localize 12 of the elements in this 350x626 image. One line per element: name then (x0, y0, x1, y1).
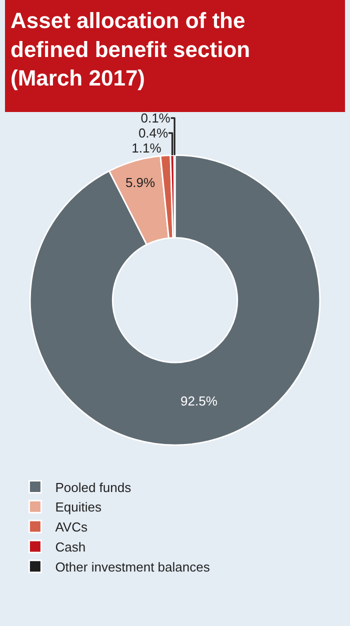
data-label: 1.1% (132, 140, 162, 156)
legend-label: Other investment balances (55, 559, 210, 574)
data-label: 0.4% (138, 126, 169, 141)
legend-label: Pooled funds (55, 480, 132, 495)
donut-slice (30, 154, 321, 446)
chart-title: Asset allocation of the defined benefit section (March 2017) (10, 8, 250, 90)
legend-label: AVCs (55, 520, 88, 535)
legend-label: Equities (55, 500, 102, 515)
data-label: 92.5% (180, 393, 218, 408)
legend-label: Cash (55, 540, 86, 555)
data-label: 0.1% (140, 110, 171, 126)
data-label: 5.9% (125, 175, 156, 190)
